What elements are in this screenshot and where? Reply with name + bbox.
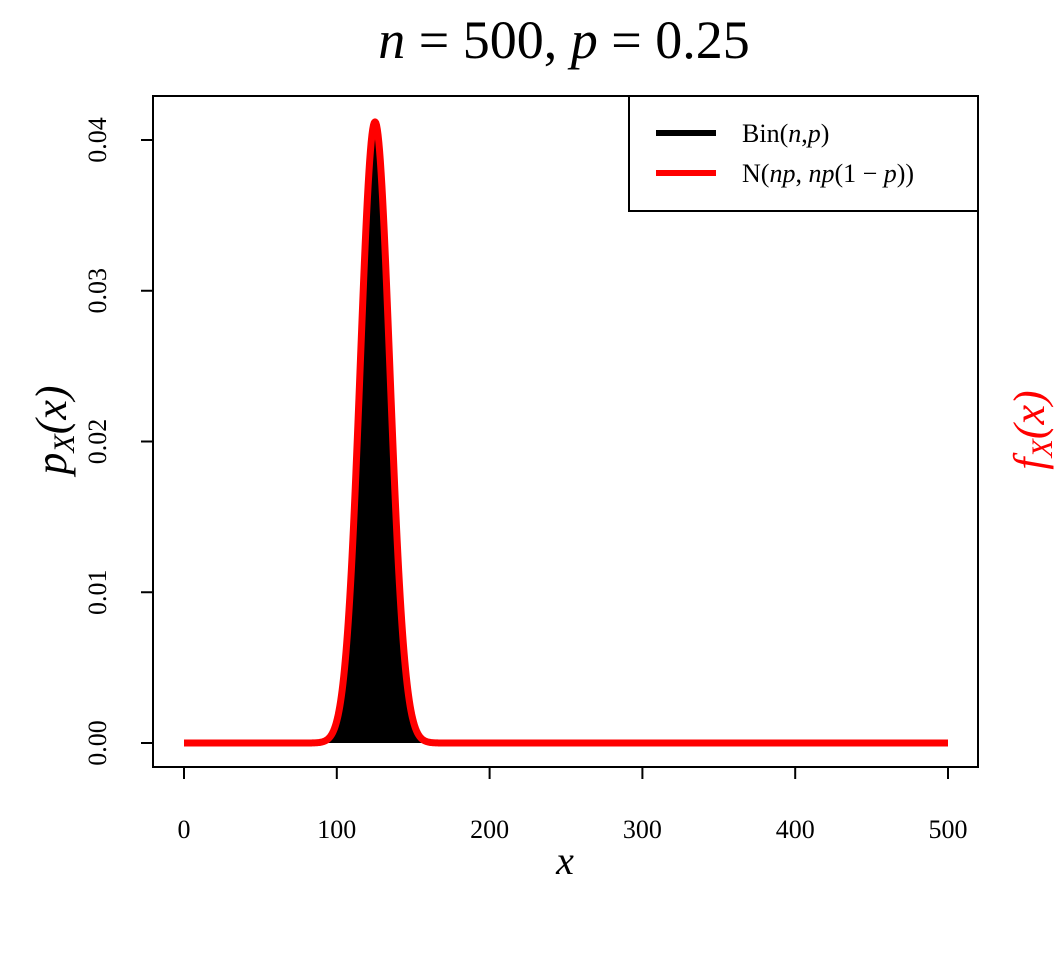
x-axis-label: x: [555, 838, 574, 883]
x-tick-label: 500: [929, 815, 968, 844]
x-tick-label: 400: [776, 815, 815, 844]
x-axis: 0 100 200 300 400 500: [178, 766, 968, 844]
y-tick-label: 0.04: [83, 117, 112, 163]
x-tick-label: 0: [178, 815, 191, 844]
y-tick-label: 0.03: [83, 268, 112, 314]
y-tick-label: 0.01: [83, 570, 112, 616]
y-axis: 0.00 0.01 0.02 0.03 0.04: [83, 117, 154, 766]
y-axis-label: pX(x): [27, 385, 81, 477]
y-tick-label: 0.00: [83, 720, 112, 766]
chart-title: n = 500, p = 0.25: [378, 10, 749, 70]
legend-box: [628, 95, 979, 212]
x-tick-label: 100: [317, 815, 356, 844]
binomial-bars: [292, 122, 466, 743]
x-tick-label: 300: [623, 815, 662, 844]
legend: Bin(n,p) N(np, np(1 − p)): [628, 95, 979, 212]
y-tick-label: 0.02: [83, 419, 112, 465]
normal-density-curve: [181, 118, 951, 747]
right-y-axis-label: fX(x): [1005, 390, 1056, 469]
legend-label-binomial: Bin(n,p): [742, 119, 829, 148]
x-tick-label: 200: [470, 815, 509, 844]
legend-label-normal: N(np, np(1 − p)): [742, 159, 914, 188]
